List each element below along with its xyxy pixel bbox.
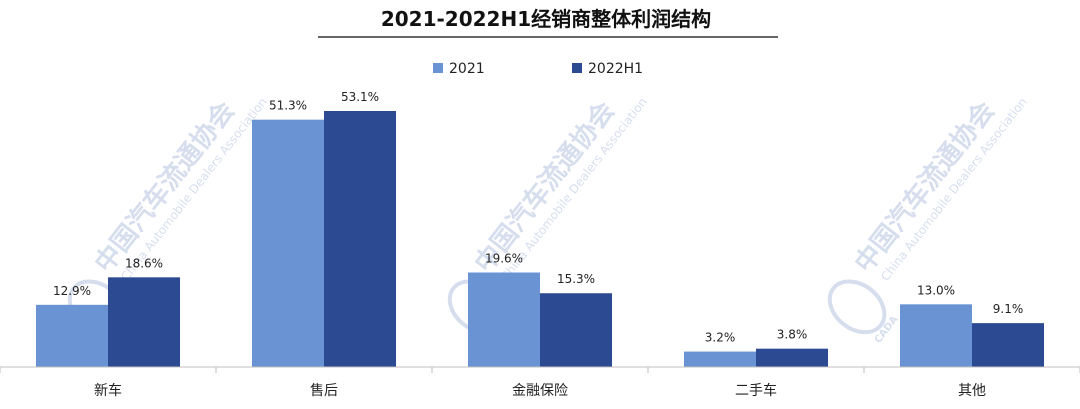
data-label: 15.3% xyxy=(557,272,595,286)
bar-2021-0 xyxy=(36,304,108,367)
bar-2021-2 xyxy=(468,272,540,367)
x-tick-label: 二手车 xyxy=(735,382,777,399)
value-labels-group: 12.9% 18.6% 51.3% 53.1% 19.6% 15.3% 3.2% 3.8% 13… xyxy=(53,90,1023,345)
legend-swatch-2021 xyxy=(433,63,443,73)
x-tick-label: 金融保险 xyxy=(512,383,568,399)
data-label: 13.0% xyxy=(917,283,955,297)
x-tick-label: 新车 xyxy=(94,382,122,399)
data-label: 51.3% xyxy=(269,99,307,113)
x-axis-ticks: 新车 售后 金融保险 二手车 其他 xyxy=(0,367,1080,399)
legend-label-2021: 2021 xyxy=(449,61,485,77)
data-label: 53.1% xyxy=(341,90,379,104)
legend-label-2022h1: 2022H1 xyxy=(588,61,643,77)
data-label: 9.1% xyxy=(993,302,1024,316)
legend: 2021 2022H1 xyxy=(433,61,643,77)
bars-group xyxy=(36,111,1044,367)
legend-swatch-2022h1 xyxy=(572,63,582,73)
bar-2022H1-0 xyxy=(108,277,180,367)
bar-2022H1-1 xyxy=(324,111,396,367)
watermark-cn-text: 中国汽车流通协会 xyxy=(88,96,240,279)
x-tick-label: 其他 xyxy=(958,383,986,399)
watermark-en-text: China Automobile Dealers Association xyxy=(878,95,1030,284)
data-label: 12.9% xyxy=(53,284,91,298)
data-label: 19.6% xyxy=(485,252,523,266)
chart-title: 2021-2022H1经销商整体利润结构 xyxy=(381,7,711,31)
bar-2021-4 xyxy=(900,304,972,367)
bar-2022H1-2 xyxy=(540,293,612,367)
bar-2021-3 xyxy=(684,351,756,367)
watermark-logo-icon xyxy=(827,279,887,335)
bar-2021-1 xyxy=(252,119,324,367)
watermark-cn-text: 中国汽车流通协会 xyxy=(848,96,1000,279)
x-tick-label: 售后 xyxy=(310,383,338,399)
data-label: 3.2% xyxy=(705,331,736,345)
data-label: 18.6% xyxy=(125,256,163,270)
bar-2022H1-4 xyxy=(972,323,1044,367)
data-label: 3.8% xyxy=(777,328,808,342)
bar-2022H1-3 xyxy=(756,348,828,367)
